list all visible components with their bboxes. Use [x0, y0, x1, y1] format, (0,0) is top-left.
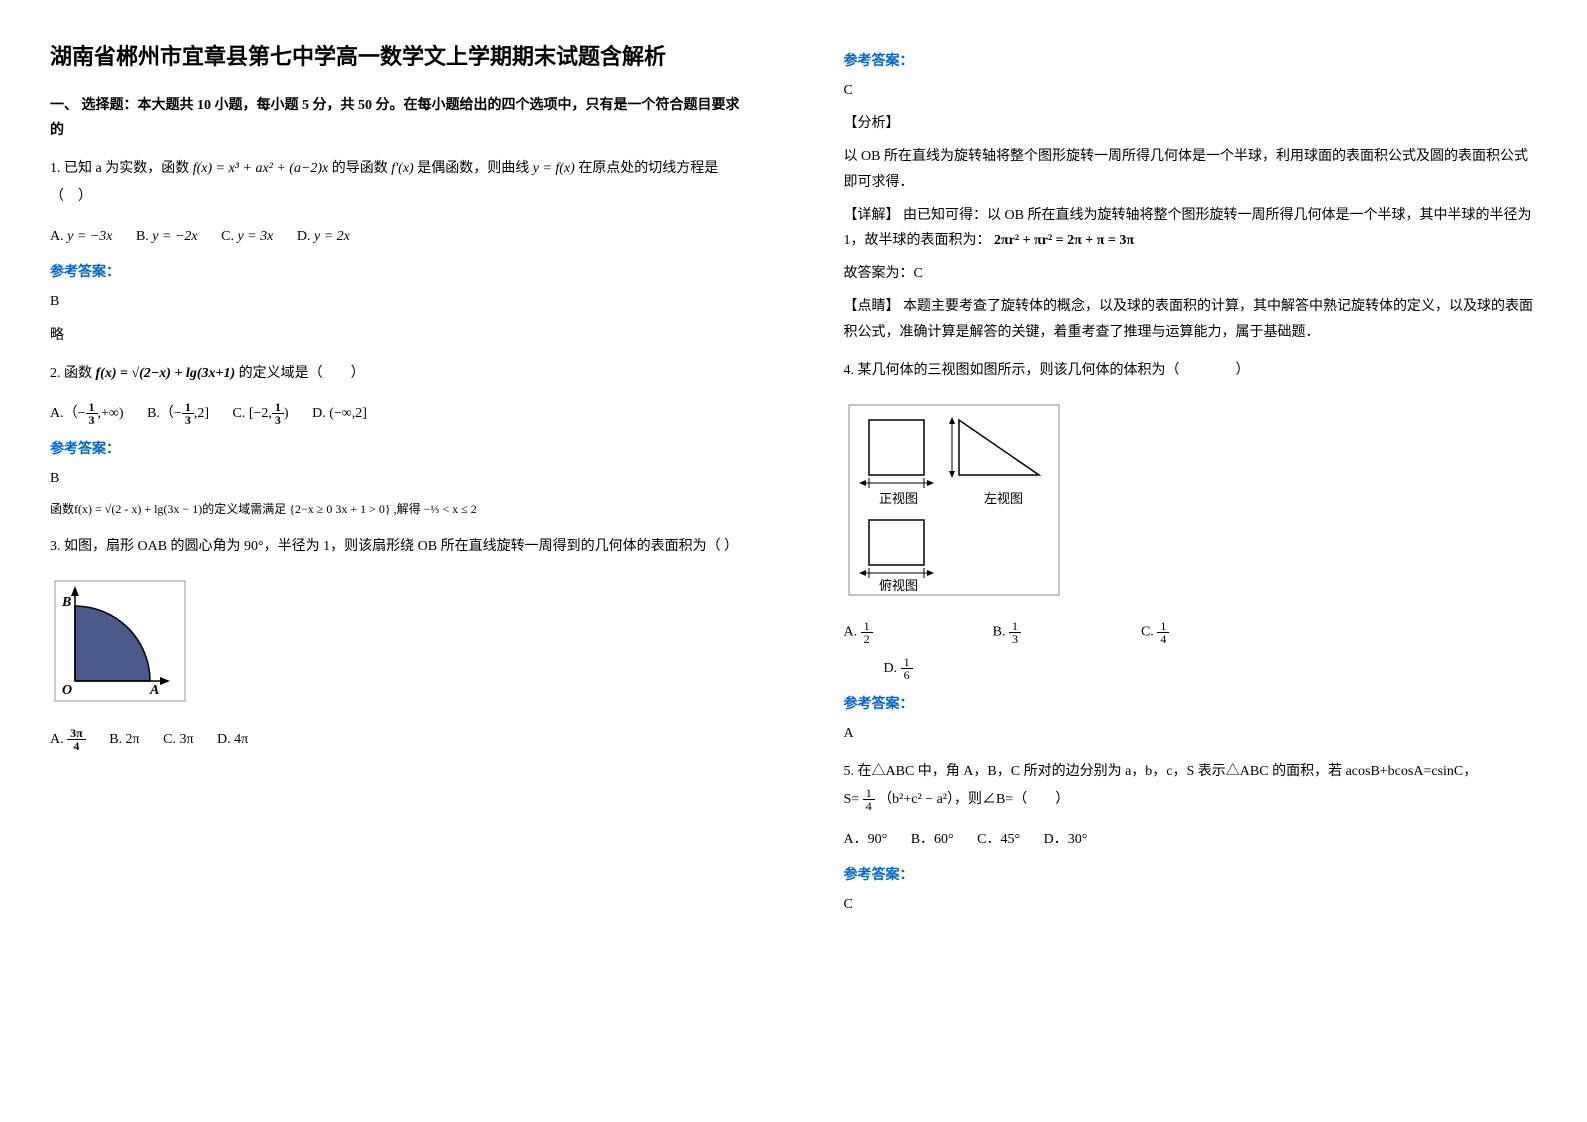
left-column: 湖南省郴州市宜章县第七中学高一数学文上学期期末试题含解析 一、 选择题：本大题共…: [0, 0, 794, 1122]
sector-diagram-icon: B O A: [50, 576, 190, 706]
question-3: 3. 如图，扇形 OAB 的圆心角为 90°，半径为 1，则该扇形绕 OB 所在…: [50, 533, 744, 561]
q2-explain: 函数f(x) = √(2 - x) + lg(3x − 1)的定义域需满足 {2…: [50, 499, 744, 521]
q1-formula2: f'(x): [391, 161, 413, 176]
q2-optA: A.（−13,+∞): [50, 400, 124, 428]
q4-answer-label: 参考答案：: [844, 693, 1538, 713]
section-header: 一、 选择题：本大题共 10 小题，每小题 5 分，共 50 分。在每小题给出的…: [50, 93, 744, 143]
q3-conclusion: 故答案为：C: [844, 261, 1538, 286]
q5-optD: D．30°: [1044, 826, 1088, 854]
q4-optC: C. 14: [1141, 620, 1169, 645]
q3-analysis-label: 【分析】: [844, 111, 1538, 136]
q2-optC: C. [−2,13): [233, 400, 289, 428]
q2-text-post: 的定义域是（ ）: [239, 366, 365, 381]
q3-optA: A. 3π4: [50, 726, 86, 754]
q3-answer: C: [844, 78, 1538, 103]
q2-answer: B: [50, 466, 744, 491]
three-view-diagram-icon: 正视图 左视图 俯视图: [844, 400, 1064, 600]
q3-answer-label: 参考答案：: [844, 50, 1538, 70]
q1-answer-label: 参考答案：: [50, 261, 744, 281]
q2-formula: f(x) = √(2−x) + lg(3x+1): [96, 366, 236, 381]
q4-optA: A. 12: [844, 620, 873, 645]
q3-analysis: 以 OB 所在直线为旋转轴将整个图形旋转一周所得几何体是一个半球，利用球面的表面…: [844, 144, 1538, 194]
question-5: 5. 在△ABC 中，角 A，B，C 所对的边分别为 a，b，c，S 表示△AB…: [844, 758, 1538, 814]
q3-diagram: B O A: [50, 576, 744, 711]
q1-brief: 略: [50, 323, 744, 348]
svg-text:左视图: 左视图: [984, 491, 1023, 506]
q3-optD: D. 4π: [217, 726, 248, 754]
svg-text:O: O: [62, 683, 72, 698]
q1-optB: B. y = −2x: [136, 223, 198, 251]
q2-text-pre: 2. 函数: [50, 366, 92, 381]
q5-answer: C: [844, 892, 1538, 917]
q2-answer-label: 参考答案：: [50, 438, 744, 458]
q4-answer: A: [844, 721, 1538, 746]
q3-detail: 【详解】 由已知可得：以 OB 所在直线为旋转轴将整个图形旋转一周所得几何体是一…: [844, 203, 1538, 253]
q1-formula3: y = f(x): [533, 161, 575, 176]
q5-optA: A．90°: [844, 826, 888, 854]
svg-text:B: B: [61, 595, 71, 610]
q5-optC: C．45°: [977, 826, 1020, 854]
question-1: 1. 已知 a 为实数，函数 f(x) = x³ + ax² + (a−2)x …: [50, 155, 744, 211]
svg-text:正视图: 正视图: [879, 491, 918, 506]
q4-options-row2: D. 16: [884, 655, 1538, 683]
q4-options-row1: A. 12 B. 13 C. 14: [844, 620, 1538, 645]
q3-optC: C. 3π: [163, 726, 193, 754]
q1-optD: D. y = 2x: [297, 223, 350, 251]
q3-comment: 【点睛】 本题主要考查了旋转体的概念，以及球的表面积的计算，其中解答中熟记旋转体…: [844, 294, 1538, 344]
right-column: 参考答案： C 【分析】 以 OB 所在直线为旋转轴将整个图形旋转一周所得几何体…: [794, 0, 1587, 1122]
q1-options: A. y = −3x B. y = −2x C. y = 3x D. y = 2…: [50, 223, 744, 251]
q1-text-mid1: 的导函数: [332, 161, 388, 176]
q2-options: A.（−13,+∞) B.（−13,2] C. [−2,13) D. (−∞,2…: [50, 400, 744, 428]
document-title: 湖南省郴州市宜章县第七中学高一数学文上学期期末试题含解析: [50, 40, 744, 73]
question-2: 2. 函数 f(x) = √(2−x) + lg(3x+1) 的定义域是（ ）: [50, 360, 744, 388]
q5-options: A．90° B．60° C．45° D．30°: [844, 826, 1538, 854]
q2-optD: D. (−∞,2]: [312, 400, 367, 428]
q2-optB: B.（−13,2]: [147, 400, 209, 428]
q5-answer-label: 参考答案：: [844, 864, 1538, 884]
q4-diagram: 正视图 左视图 俯视图: [844, 400, 1538, 605]
q1-text-mid2: 是偶函数，则曲线: [417, 161, 529, 176]
question-4: 4. 某几何体的三视图如图所示，则该几何体的体积为（ ）: [844, 357, 1538, 385]
q3-options: A. 3π4 B. 2π C. 3π D. 4π: [50, 726, 744, 754]
q1-text-pre: 1. 已知 a 为实数，函数: [50, 161, 189, 176]
q1-optC: C. y = 3x: [221, 223, 273, 251]
q1-answer: B: [50, 289, 744, 314]
q1-optA: A. y = −3x: [50, 223, 112, 251]
q5-optB: B．60°: [911, 826, 954, 854]
q1-formula1: f(x) = x³ + ax² + (a−2)x: [193, 161, 329, 176]
q3-optB: B. 2π: [109, 726, 139, 754]
q4-optB: B. 13: [993, 620, 1021, 645]
svg-text:A: A: [149, 683, 159, 698]
q4-optD: D. 16: [884, 661, 913, 676]
svg-text:俯视图: 俯视图: [879, 578, 918, 593]
